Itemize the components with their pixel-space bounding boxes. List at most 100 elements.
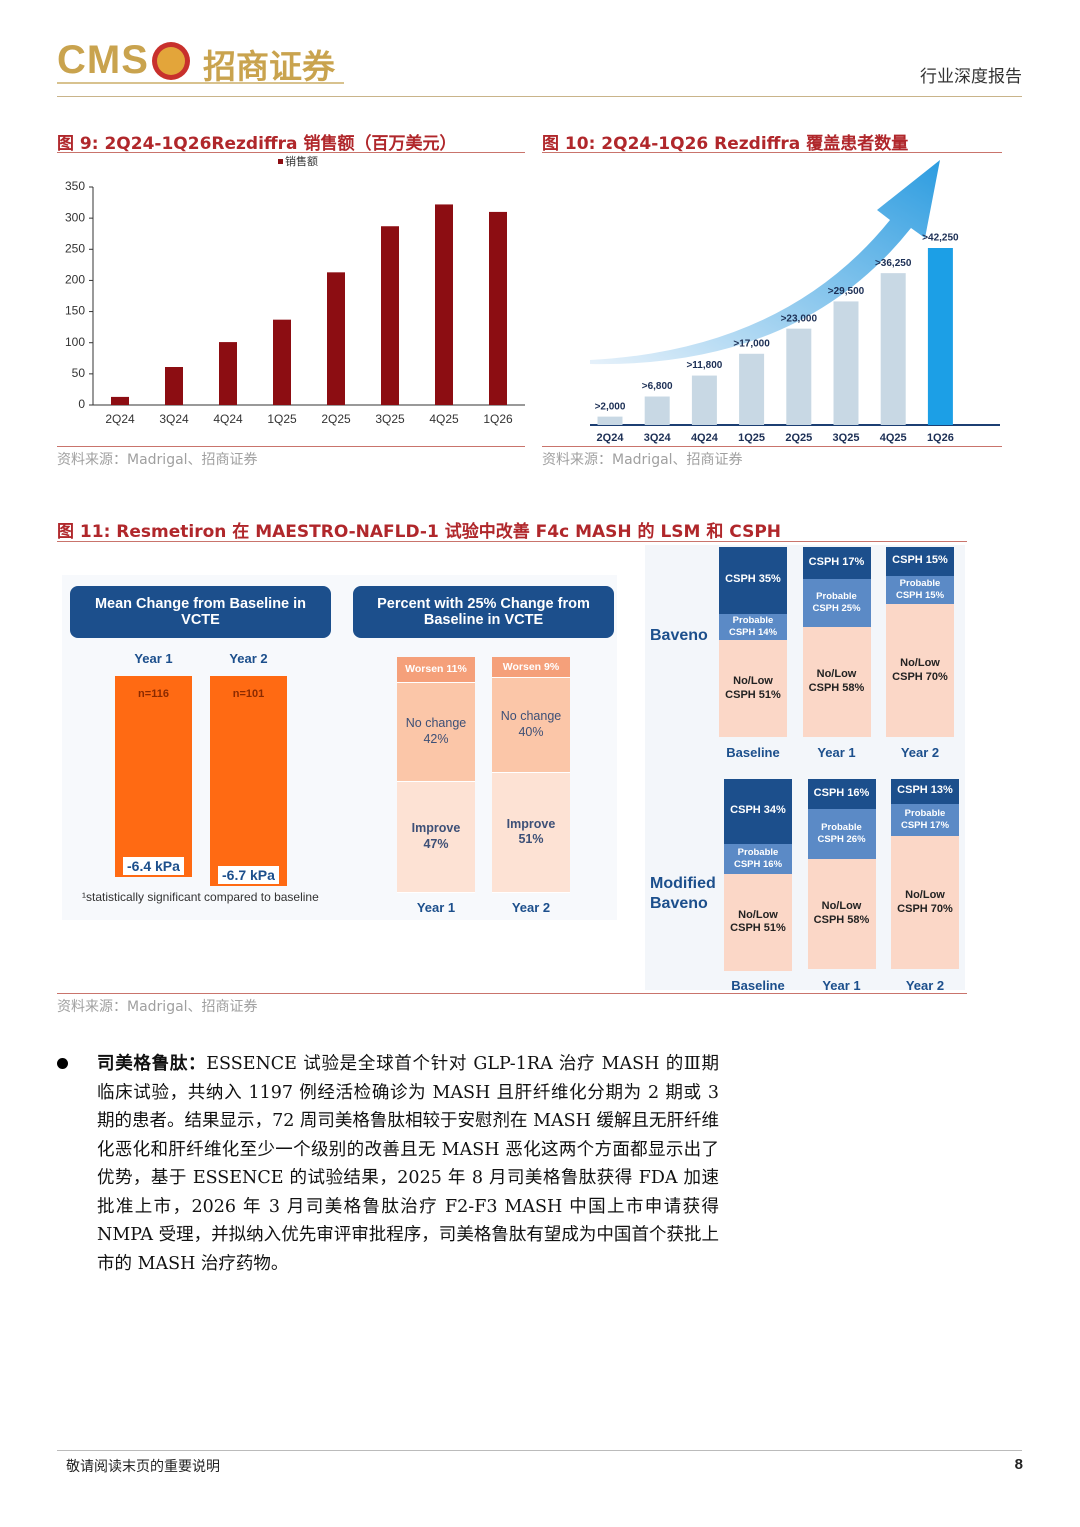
segment: Probable CSPH 15% bbox=[886, 575, 954, 604]
figure-title: 图 11: Resmetiron 在 MAESTRO-NAFLD-1 试验中改善… bbox=[57, 522, 782, 542]
x-tick-label: 3Q24 bbox=[644, 432, 672, 444]
segment: Worsen 11% bbox=[397, 657, 475, 683]
group-label: Baveno bbox=[650, 627, 708, 644]
y-tick-label: 150 bbox=[65, 304, 85, 318]
segment: Probable CSPH 16% bbox=[724, 843, 792, 874]
segment: No change 42% bbox=[397, 682, 475, 783]
y-tick-label: 350 bbox=[65, 179, 85, 193]
n-label: n=101 bbox=[232, 688, 265, 700]
n-label: n=116 bbox=[138, 688, 169, 700]
segment: No change 40% bbox=[492, 678, 570, 773]
bar: n=116 -6.4 kPa bbox=[115, 676, 192, 877]
segment: Probable CSPH 17% bbox=[891, 803, 959, 836]
bar bbox=[691, 375, 717, 425]
bar bbox=[597, 416, 623, 425]
value-label: >11,800 bbox=[686, 360, 722, 371]
bar bbox=[165, 367, 183, 405]
bar bbox=[111, 396, 129, 405]
bar bbox=[880, 273, 906, 425]
segment: Improve 51% bbox=[492, 772, 570, 893]
x-category: Year 1 bbox=[822, 978, 861, 993]
y-tick-label: 250 bbox=[65, 241, 85, 255]
source: 资料来源：Madrigal、招商证券 bbox=[57, 999, 258, 1015]
y-tick-label: 0 bbox=[78, 397, 85, 411]
segment: CSPH 13% bbox=[891, 779, 959, 804]
group-label: Modified Baveno bbox=[650, 875, 716, 912]
value-label: >17,000 bbox=[733, 338, 770, 349]
bar bbox=[833, 301, 859, 425]
x-tick-label: 3Q24 bbox=[159, 412, 189, 426]
x-category: Year 1 bbox=[817, 745, 856, 760]
y-tick-label: 200 bbox=[65, 273, 85, 287]
bullet bbox=[57, 1058, 68, 1069]
value-label: >29,500 bbox=[828, 286, 865, 297]
bar bbox=[927, 248, 953, 425]
segment: No/Low CSPH 70% bbox=[891, 836, 959, 969]
chart: 2Q24 >2,000 3Q24 >6,800 4Q24 >11,800 1Q25 >17,0… bbox=[590, 160, 1000, 444]
brand: 招商证券 bbox=[203, 47, 335, 86]
segment: No/Low CSPH 70% bbox=[886, 604, 954, 737]
bar bbox=[273, 319, 291, 405]
x-tick-label: 2Q24 bbox=[597, 432, 625, 444]
panel-heading: Mean Change from Baseline in VCTE bbox=[70, 586, 331, 638]
bar bbox=[644, 396, 670, 425]
figure-title: 图 10: 2Q24-1Q26 Rezdiffra 覆盖患者数量 bbox=[542, 134, 909, 154]
x-tick-label: 4Q25 bbox=[880, 432, 907, 444]
title-rule bbox=[542, 152, 1002, 153]
legend-swatch bbox=[278, 159, 283, 164]
segment: CSPH 15% bbox=[886, 547, 954, 576]
chart: 0 50 100 150 200 250 300 350 销售额 2Q24 3Q24 4Q24 1Q25… bbox=[65, 154, 525, 426]
segment: No/Low CSPH 51% bbox=[724, 874, 792, 971]
title-rule bbox=[57, 541, 967, 542]
x-category: Year 1 bbox=[134, 651, 173, 666]
x-category: Year 2 bbox=[511, 900, 551, 915]
figure-title: 图 9: 2Q24-1Q26Rezdiffra 销售额（百万美元） bbox=[57, 134, 457, 154]
value-label: -6.7 kPa bbox=[218, 866, 279, 885]
bar: n=101 -6.7 kPa bbox=[210, 676, 287, 887]
source-rule bbox=[57, 993, 967, 994]
paragraph-body: ESSENCE 试验是全球首个针对 GLP-1RA 治疗 MASH 的Ⅲ期临床试… bbox=[97, 1054, 719, 1274]
x-category: Year 2 bbox=[905, 978, 945, 993]
value-label: >23,000 bbox=[781, 313, 818, 324]
x-category: Baseline bbox=[726, 745, 780, 760]
x-tick-label: 2Q24 bbox=[105, 412, 135, 426]
bar bbox=[786, 328, 812, 425]
x-tick-label: 1Q25 bbox=[267, 412, 297, 426]
segment: Probable CSPH 26% bbox=[807, 809, 876, 859]
x-tick-label: 1Q26 bbox=[927, 432, 954, 444]
bar bbox=[327, 272, 345, 405]
page-number: 8 bbox=[1014, 1456, 1023, 1473]
source: 资料来源：Madrigal、招商证券 bbox=[57, 452, 258, 468]
x-tick-label: 2Q25 bbox=[321, 412, 351, 426]
bar bbox=[381, 226, 399, 405]
growth-arrow bbox=[590, 160, 940, 365]
x-category: Baseline bbox=[731, 978, 785, 993]
y-tick-label: 100 bbox=[65, 335, 85, 349]
y-tick-label: 50 bbox=[72, 366, 86, 380]
x-tick-label: 4Q24 bbox=[213, 412, 243, 426]
segment: CSPH 34% bbox=[724, 779, 792, 844]
bar bbox=[435, 204, 453, 405]
segment: CSPH 16% bbox=[807, 779, 876, 810]
x-tick-label: 3Q25 bbox=[833, 432, 860, 444]
logo-text: CMS bbox=[57, 38, 149, 82]
segment: Worsen 9% bbox=[492, 657, 570, 679]
x-tick-label: 3Q25 bbox=[375, 412, 405, 426]
value-label: >42,250 bbox=[922, 233, 959, 244]
segment: No/Low CSPH 51% bbox=[719, 640, 787, 737]
header-rule bbox=[57, 96, 1022, 97]
segment: CSPH 35% bbox=[719, 547, 787, 614]
footer-rule bbox=[57, 1450, 1022, 1451]
bar bbox=[489, 211, 507, 405]
segment: No/Low CSPH 58% bbox=[802, 626, 871, 737]
segment: No/Low CSPH 58% bbox=[807, 858, 876, 969]
figure-11: Mean Change from Baseline in VCTE Year 1 n… bbox=[70, 545, 965, 993]
report-type: 行业深度报告 bbox=[920, 67, 1022, 87]
value-label: >36,250 bbox=[875, 258, 912, 269]
bar bbox=[739, 353, 765, 425]
bar bbox=[219, 342, 237, 405]
x-tick-label: 4Q24 bbox=[691, 432, 719, 444]
segment: CSPH 17% bbox=[802, 547, 871, 580]
paragraph: 司美格鲁肽：ESSENCE 试验是全球首个针对 GLP-1RA 治疗 MASH … bbox=[97, 1050, 719, 1278]
x-tick-label: 2Q25 bbox=[785, 432, 812, 444]
